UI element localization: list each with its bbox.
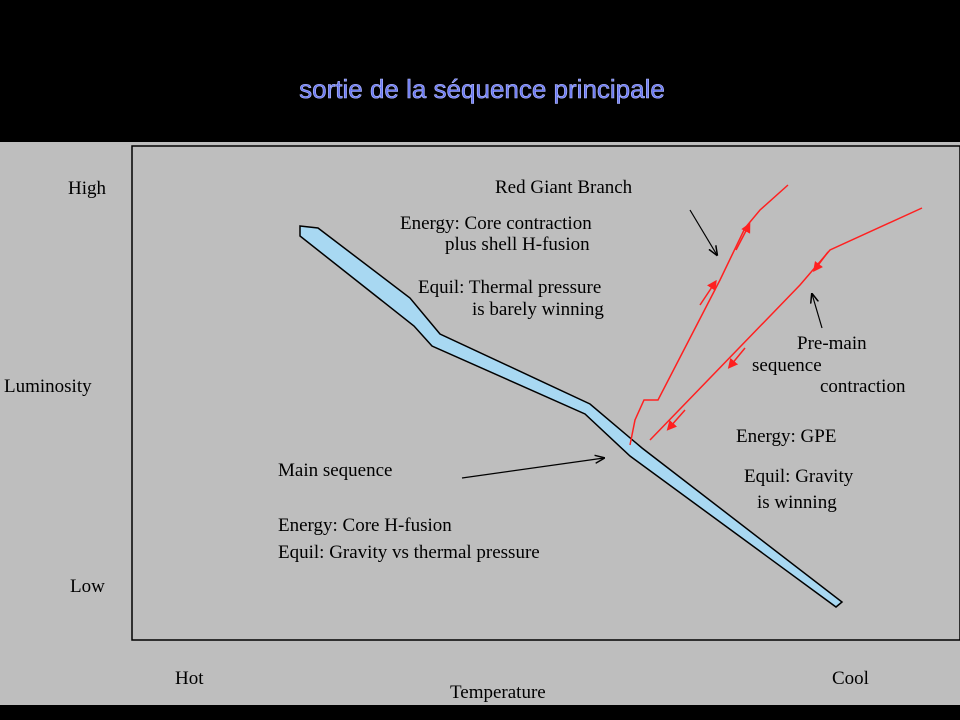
annotation: Main sequence: [278, 460, 392, 481]
pointer: [812, 294, 823, 329]
main-sequence-band: [299, 225, 844, 608]
annotation: Pre-main: [797, 333, 867, 354]
annotation: is winning: [757, 492, 837, 513]
red-giant-track: [629, 184, 789, 446]
arrow: [699, 279, 717, 306]
annotation: Energy: Core contraction: [400, 213, 592, 234]
annotation: Energy: GPE: [736, 426, 836, 447]
annotation: plus shell H-fusion: [445, 234, 590, 255]
y-low: Low: [70, 576, 105, 597]
y-high: High: [68, 178, 107, 199]
annotation: Red Giant Branch: [495, 177, 633, 198]
annotation: Energy: Core H-fusion: [278, 515, 452, 536]
slide-title: sortie de la séquence principale: [299, 74, 665, 104]
arrow: [666, 409, 686, 431]
pointer: [461, 458, 604, 479]
x-cool: Cool: [832, 668, 869, 689]
annotation: is barely winning: [472, 299, 604, 320]
annotation: contraction: [820, 376, 906, 397]
arrow: [735, 222, 751, 251]
pointer: [689, 209, 717, 255]
y-label: Luminosity: [4, 376, 92, 397]
x-label: Temperature: [450, 682, 546, 703]
annotation: sequence: [752, 355, 822, 376]
arrow: [813, 251, 829, 272]
x-hot: Hot: [175, 668, 204, 689]
annotation: Equil: Thermal pressure: [418, 277, 601, 298]
annotation: Equil: Gravity vs thermal pressure: [278, 542, 540, 563]
annotation: Equil: Gravity: [744, 466, 854, 487]
arrow: [727, 347, 746, 369]
